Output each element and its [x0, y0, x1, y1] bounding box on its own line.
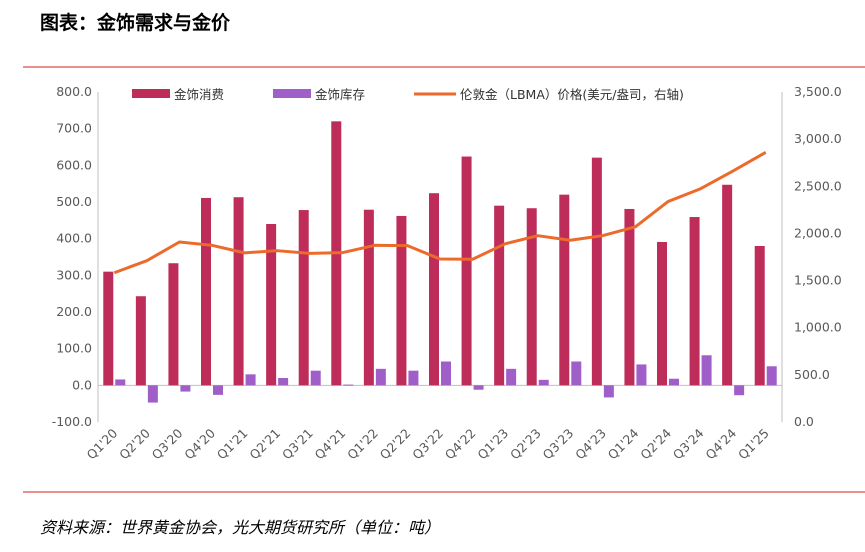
x-tick-label: Q4'24	[702, 425, 739, 462]
x-tick-label: Q3'21	[279, 426, 316, 463]
bar-inventory	[473, 385, 484, 390]
x-tick-label: Q4'22	[442, 426, 479, 463]
legend-label-consumption: 金饰消费	[174, 87, 224, 102]
bar-inventory	[213, 385, 223, 395]
y-right-tick-label: 0.0	[794, 414, 814, 429]
bar-inventory	[701, 355, 712, 386]
x-tick-label: Q2'24	[637, 425, 674, 462]
bar-consumption	[624, 208, 635, 386]
bar-inventory	[343, 384, 354, 386]
bar-inventory	[603, 385, 614, 398]
y-right-tick-label: 2,500.0	[794, 178, 842, 193]
y-left-tick-label: 300.0	[56, 267, 92, 282]
bar-inventory	[245, 374, 256, 386]
bar-consumption	[461, 156, 472, 386]
bar-consumption	[689, 217, 700, 386]
chart-bars	[103, 121, 777, 403]
y-left-tick-label: 700.0	[56, 121, 92, 136]
y-right-tick-label: 1,500.0	[794, 273, 842, 288]
bar-inventory	[278, 378, 289, 386]
legend-swatch-inventory	[273, 89, 311, 98]
bar-consumption	[754, 246, 765, 386]
y-left-tick-label: 500.0	[56, 194, 92, 209]
x-tick-label: Q2'21	[246, 426, 283, 463]
bar-inventory	[408, 370, 419, 386]
legend-label-inventory: 金饰库存	[315, 87, 365, 102]
bottom-divider	[23, 491, 865, 493]
bar-inventory	[571, 361, 582, 386]
x-tick-label: Q3'24	[670, 425, 707, 462]
bar-consumption	[298, 210, 309, 386]
y-right-tick-label: 1,000.0	[794, 320, 842, 335]
bar-consumption	[657, 241, 667, 386]
bar-inventory	[538, 379, 549, 386]
y-left-tick-label: 800.0	[56, 84, 92, 99]
bar-inventory	[310, 370, 321, 386]
bar-inventory	[636, 364, 647, 386]
bar-inventory	[147, 385, 158, 403]
x-tick-label: Q1'22	[344, 426, 381, 463]
bar-consumption	[526, 208, 537, 386]
legend-label-price: 伦敦金（LBMA）价格(美元/盎司，右轴)	[460, 87, 684, 102]
x-tick-label: Q2'22	[377, 426, 414, 463]
bar-consumption	[429, 193, 439, 386]
bar-consumption	[168, 263, 179, 386]
x-tick-label: Q3'22	[409, 426, 446, 463]
bar-inventory	[669, 378, 679, 386]
x-tick-label: Q4'20	[181, 425, 218, 462]
y-right-tick-label: 3,000.0	[794, 131, 842, 146]
y-left-tick-label: 200.0	[56, 304, 92, 319]
x-tick-label: Q3'20	[149, 425, 186, 462]
x-tick-label: Q1'24	[605, 425, 642, 462]
y-right-tick-label: 3,500.0	[794, 84, 842, 99]
bar-consumption	[135, 296, 146, 386]
bar-consumption	[591, 157, 602, 386]
y-right-tick-label: 2,000.0	[794, 225, 842, 240]
x-tick-label: Q1'21	[214, 426, 251, 463]
bar-consumption	[494, 205, 505, 386]
chart-legend: 金饰消费 金饰库存 伦敦金（LBMA）价格(美元/盎司，右轴)	[132, 87, 684, 102]
y-left-tick-label: 600.0	[56, 157, 92, 172]
bar-consumption	[559, 194, 570, 386]
x-tick-label: Q3'23	[540, 426, 577, 463]
x-tick-label: Q1'23	[474, 426, 511, 463]
bar-consumption	[396, 215, 407, 386]
bar-consumption	[201, 197, 211, 386]
bar-inventory	[441, 361, 451, 386]
legend-swatch-consumption	[132, 89, 170, 98]
bar-inventory	[766, 366, 777, 386]
x-tick-label: Q1'20	[84, 425, 121, 462]
bar-inventory	[375, 368, 386, 386]
x-tick-label: Q4'23	[572, 426, 609, 463]
bar-consumption	[363, 209, 374, 386]
bar-consumption	[266, 224, 277, 386]
y-left-tick-label: 100.0	[56, 341, 92, 356]
bar-inventory	[180, 385, 191, 392]
bar-inventory	[734, 385, 745, 396]
top-divider	[23, 66, 865, 68]
bar-inventory	[115, 379, 126, 386]
bar-consumption	[233, 197, 244, 386]
source-note: 资料来源：世界黄金协会，光大期货研究所（单位：吨）	[40, 518, 441, 537]
x-tick-label: Q2'20	[116, 425, 153, 462]
x-tick-label: Q4'21	[312, 426, 349, 463]
y-left-tick-label: -100.0	[52, 414, 92, 429]
x-tick-label: Q2'23	[507, 426, 544, 463]
price-series-line	[113, 151, 767, 275]
y-left-tick-label: 400.0	[56, 231, 92, 246]
page-title: 图表：金饰需求与金价	[40, 12, 231, 34]
chart-price-line	[113, 151, 767, 275]
bar-inventory	[506, 368, 517, 386]
y-left-tick-label: 0.0	[72, 377, 92, 392]
x-tick-label: Q1'25	[735, 426, 772, 463]
bar-consumption	[103, 271, 114, 386]
y-right-tick-label: 500.0	[794, 367, 830, 382]
bar-consumption	[722, 184, 733, 386]
